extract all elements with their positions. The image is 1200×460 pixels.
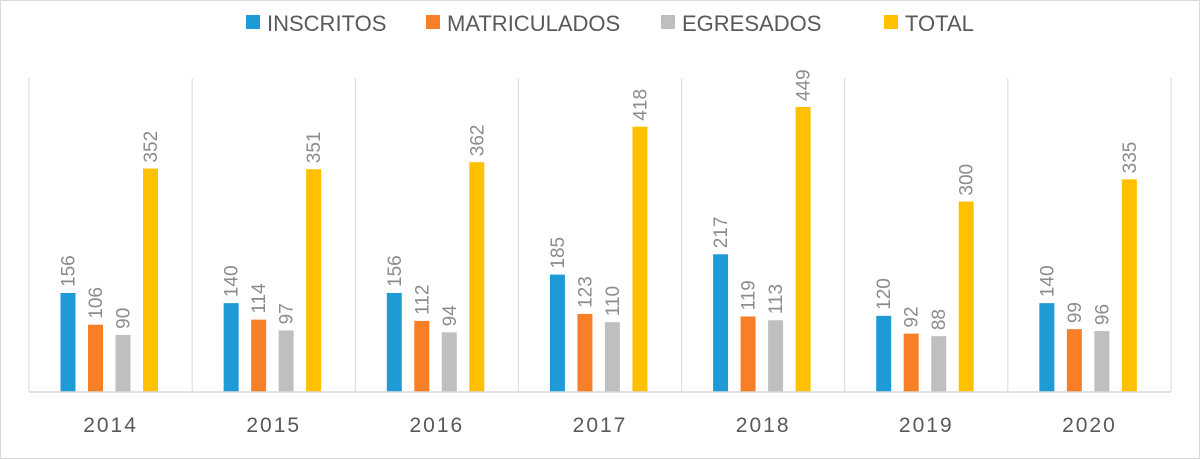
bar-egresados-2015 — [278, 330, 294, 392]
bar-inscritos-2016 — [386, 292, 402, 392]
bar-inscritos-2018 — [713, 254, 729, 392]
data-label-total-2015: 351 — [304, 132, 325, 164]
data-label-matriculados-2015: 114 — [249, 283, 270, 314]
bar-matriculados-2017 — [577, 313, 593, 392]
data-label-inscritos-2018: 217 — [711, 217, 732, 249]
bar-matriculados-2019 — [903, 333, 919, 392]
data-label-egresados-2017: 110 — [603, 286, 624, 316]
data-label-inscritos-2020: 140 — [1037, 265, 1058, 297]
bar-matriculados-2020 — [1066, 329, 1082, 392]
legend-label-total: TOTAL — [905, 11, 974, 36]
legend-swatch-total — [884, 15, 898, 29]
bar-egresados-2017 — [604, 322, 620, 392]
legend: INSCRITOS MATRICULADOS EGRESADOS TOTAL — [246, 11, 974, 36]
data-label-total-2019: 300 — [957, 164, 978, 196]
data-label-inscritos-2014: 156 — [59, 255, 80, 287]
bar-egresados-2020 — [1094, 331, 1110, 392]
data-label-egresados-2014: 90 — [114, 308, 135, 329]
x-tick-label-2019: 2019 — [899, 414, 954, 437]
legend-swatch-inscritos — [246, 15, 260, 29]
bar-inscritos-2020 — [1039, 303, 1055, 392]
data-label-matriculados-2014: 106 — [86, 287, 107, 319]
bar-matriculados-2018 — [740, 316, 756, 392]
x-tick-label-2015: 2015 — [246, 414, 301, 437]
data-labels: 156 106 90 352 140 114 97 351 156 112 94 362 185 123 1… — [59, 69, 1141, 330]
data-label-egresados-2018: 113 — [766, 284, 787, 314]
data-label-matriculados-2016: 112 — [412, 285, 433, 315]
bar-total-2020 — [1121, 179, 1137, 392]
bar-egresados-2014 — [115, 334, 131, 392]
data-label-egresados-2016: 94 — [440, 305, 461, 327]
bar-egresados-2016 — [441, 332, 457, 392]
x-tick-label-2016: 2016 — [409, 414, 464, 437]
bar-total-2014 — [143, 168, 158, 392]
bar-total-2015 — [306, 169, 322, 392]
bar-egresados-2019 — [931, 336, 947, 392]
legend-swatch-matriculados — [426, 15, 440, 29]
legend-label-inscritos: INSCRITOS — [267, 11, 386, 36]
data-label-egresados-2015: 97 — [277, 303, 298, 324]
data-label-egresados-2020: 96 — [1092, 304, 1113, 325]
legend-label-matriculados: MATRICULADOS — [447, 11, 620, 36]
x-axis-tick-labels: 2014 2015 2016 2017 2018 2019 2020 — [83, 414, 1117, 437]
data-label-inscritos-2019: 120 — [874, 278, 895, 310]
data-label-total-2016: 362 — [467, 125, 488, 157]
data-label-inscritos-2016: 156 — [385, 255, 406, 287]
legend-swatch-egresados — [661, 15, 675, 29]
bar-inscritos-2017 — [549, 274, 565, 392]
data-label-total-2020: 335 — [1120, 142, 1141, 174]
bar-matriculados-2015 — [251, 319, 267, 392]
data-label-matriculados-2019: 92 — [902, 306, 923, 327]
data-label-total-2018: 449 — [794, 69, 815, 101]
data-label-total-2017: 418 — [630, 89, 651, 121]
bar-total-2019 — [958, 201, 974, 392]
x-tick-label-2018: 2018 — [736, 414, 791, 437]
data-label-matriculados-2018: 119 — [739, 280, 760, 310]
bar-total-2018 — [795, 107, 811, 392]
data-label-egresados-2019: 88 — [929, 309, 950, 330]
x-tick-label-2014: 2014 — [83, 414, 138, 437]
legend-label-egresados: EGRESADOS — [682, 11, 821, 36]
bar-matriculados-2014 — [88, 324, 103, 392]
bar-inscritos-2019 — [876, 315, 892, 392]
bar-inscritos-2014 — [60, 292, 76, 392]
data-label-matriculados-2017: 123 — [575, 276, 596, 308]
bar-inscritos-2015 — [223, 303, 239, 392]
x-tick-label-2020: 2020 — [1062, 414, 1117, 437]
bar-total-2016 — [469, 162, 485, 392]
bar-total-2017 — [632, 126, 648, 392]
data-label-inscritos-2017: 185 — [548, 237, 569, 269]
data-label-matriculados-2020: 99 — [1065, 302, 1086, 323]
bars — [60, 107, 1137, 392]
x-tick-label-2017: 2017 — [573, 414, 628, 437]
bar-egresados-2018 — [768, 320, 784, 392]
bar-matriculados-2016 — [414, 320, 430, 392]
data-label-inscritos-2015: 140 — [222, 265, 243, 297]
data-label-total-2014: 352 — [141, 131, 162, 163]
category-separators — [28, 78, 1172, 392]
